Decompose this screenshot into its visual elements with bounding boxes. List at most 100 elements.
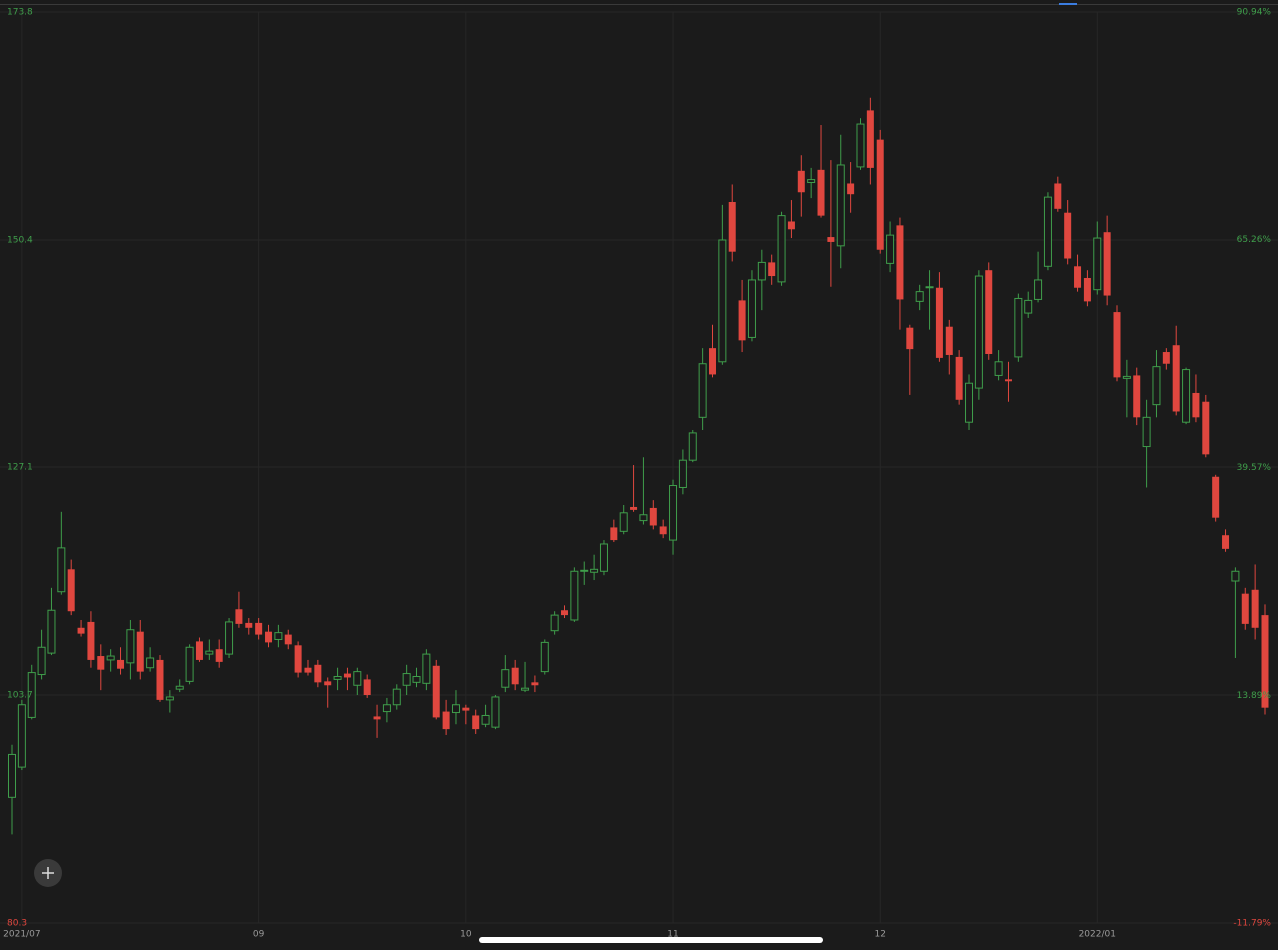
candle-body (1024, 299, 1033, 314)
candle-body (580, 569, 589, 572)
candle-body (373, 716, 381, 720)
candle-body (1014, 297, 1023, 358)
candle-body (630, 506, 638, 510)
candle-body (550, 614, 559, 632)
candle-body (442, 711, 450, 730)
candle-body (847, 183, 855, 195)
candle-body (1133, 375, 1141, 418)
candle-body (807, 179, 816, 184)
x-tick-label: 11 (667, 930, 678, 940)
candle-body (768, 262, 776, 277)
candle-body (827, 237, 835, 242)
candle-body (728, 201, 736, 252)
candle-body (659, 526, 667, 535)
candle-body (836, 164, 845, 247)
candle-body (787, 221, 795, 230)
candle-body (402, 673, 411, 686)
candle-body (531, 682, 539, 686)
y2-tick-label: 39.57% (1237, 463, 1272, 473)
candle-body (945, 326, 953, 355)
candle-body (935, 287, 943, 358)
candle-body (1004, 379, 1012, 382)
candle-body (747, 279, 756, 338)
candle-body (67, 569, 75, 612)
x-tick-label: 2022/01 (1079, 930, 1116, 940)
candle-body (205, 650, 214, 655)
candle-body (955, 356, 963, 400)
candle-body (1103, 232, 1111, 296)
home-indicator (479, 937, 823, 943)
candle-body (669, 485, 678, 541)
candle-body (1074, 266, 1082, 288)
y-tick-label: 80.3 (7, 919, 27, 929)
candles (8, 97, 1269, 835)
candle-body (8, 753, 16, 798)
candle-body (570, 570, 579, 621)
candle-body (1064, 212, 1072, 259)
y2-tick-label: 13.89% (1237, 691, 1272, 701)
y-tick-label: 127.1 (7, 463, 33, 473)
candle-body (1192, 392, 1200, 418)
candle-body (985, 270, 993, 354)
candle-body (688, 432, 697, 461)
candle-body (1162, 352, 1170, 364)
candle-body (136, 631, 144, 672)
candle-body (294, 645, 302, 673)
candle-body (245, 622, 253, 628)
candle-body (333, 675, 342, 680)
candle-body (1222, 535, 1230, 549)
x-tick-label: 2021/07 (3, 930, 40, 940)
candle-body (343, 673, 351, 678)
candle-body (1122, 375, 1131, 379)
candle-body (1142, 416, 1151, 448)
candle-body (451, 704, 460, 714)
candle-body (886, 234, 895, 264)
candle-body (1231, 570, 1240, 582)
candle-body (718, 239, 727, 363)
candle-body (392, 688, 401, 706)
candle-body (146, 657, 155, 669)
candle-body (481, 714, 490, 725)
candle-body (866, 110, 874, 168)
candle-body (1182, 369, 1191, 423)
candle-body (17, 704, 26, 768)
x-tick-label: 09 (253, 930, 265, 940)
candle-body (738, 300, 746, 341)
candle-body (1054, 183, 1062, 209)
candle-body (314, 664, 322, 683)
candle-body (856, 123, 865, 168)
candle-body (1152, 366, 1161, 406)
candle-body (797, 170, 805, 193)
add-button[interactable] (34, 859, 62, 887)
candle-body (47, 609, 56, 654)
candle-body (678, 459, 687, 488)
candle-body (235, 609, 243, 624)
candle-body (876, 139, 884, 250)
candle-body (610, 527, 618, 541)
candle-body (619, 512, 628, 532)
candle-body (324, 681, 332, 686)
candle-body (1172, 345, 1180, 412)
candle-body (757, 261, 766, 281)
candle-body (382, 704, 391, 713)
candle-body (1251, 589, 1259, 628)
candle-body (1034, 279, 1043, 300)
candle-body (1043, 196, 1052, 267)
candle-body (561, 610, 569, 616)
candle-body (363, 679, 371, 696)
candle-body (1093, 237, 1102, 291)
candle-body (501, 669, 510, 688)
candle-body (817, 169, 825, 216)
y-tick-label: 150.4 (7, 235, 33, 245)
candle-body (353, 671, 362, 686)
y2-tick-label: 65.26% (1237, 235, 1272, 245)
candle-body (708, 348, 716, 375)
candle-body (225, 621, 234, 655)
candle-body (37, 646, 46, 676)
candle-body (1212, 476, 1220, 518)
candle-body (432, 665, 440, 718)
candle-body (126, 629, 135, 664)
